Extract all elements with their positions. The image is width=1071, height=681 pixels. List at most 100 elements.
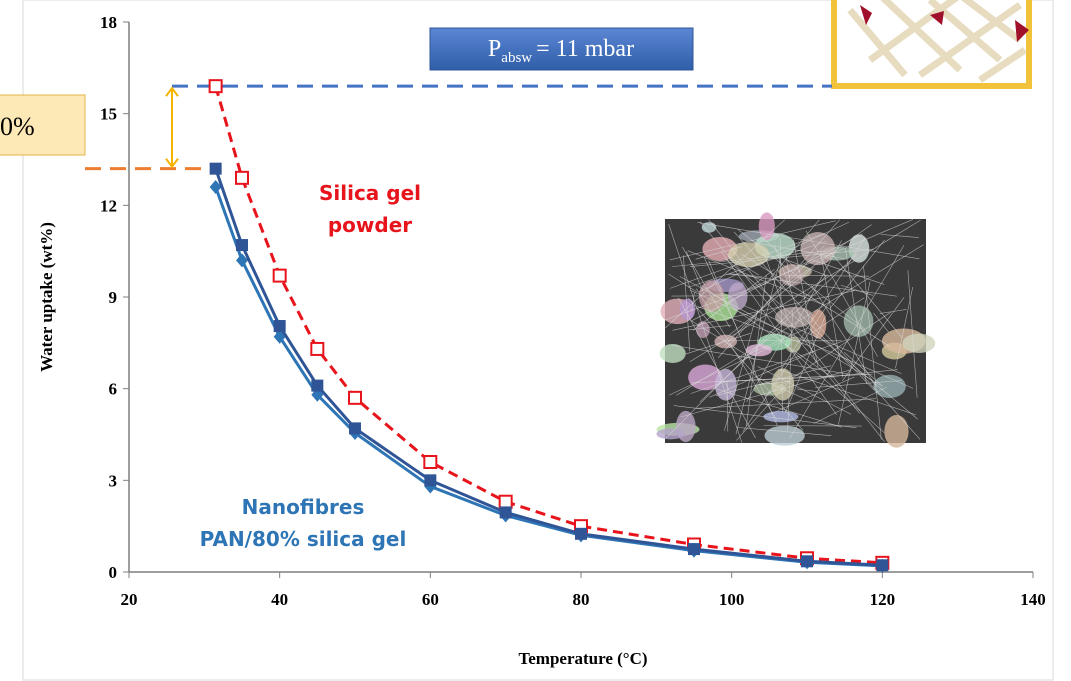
y-axis-title: Water uptake (wt%) (37, 222, 56, 372)
sem-particle (763, 411, 799, 423)
sem-fibre (673, 405, 857, 429)
sem-fibre (813, 386, 887, 424)
sem-particle (659, 343, 686, 364)
marker (348, 390, 362, 405)
sem-fibre (696, 398, 876, 409)
x-tick-label: 120 (870, 590, 896, 609)
sem-fibre (784, 315, 826, 414)
sem-fibre (696, 288, 778, 422)
sem-image (656, 212, 936, 448)
sem-fibre (768, 376, 855, 416)
sem-fibre (695, 246, 742, 260)
sem-particle (656, 428, 685, 440)
pressure-text: Pabsw = 11 mbar (488, 36, 634, 66)
sem-fibre (845, 248, 867, 385)
pressure-label: Pabsw = 11 mbar (429, 27, 694, 71)
sem-fibre (703, 256, 738, 329)
sem-fibre (685, 333, 751, 355)
marker (876, 559, 889, 572)
sem-fibre (815, 380, 902, 388)
sem-fibre (664, 219, 785, 329)
marker (236, 253, 248, 268)
sem-fibre (763, 252, 788, 318)
sem-fibre (697, 222, 920, 260)
sem-fibre (797, 311, 875, 391)
sem-fibre (741, 253, 891, 347)
sem-fibre (764, 311, 892, 397)
sem-fibre (792, 239, 819, 368)
sem-fibre (682, 246, 730, 328)
side-label-text: 0% (0, 112, 35, 141)
pressure-value: = 11 mbar (536, 36, 634, 62)
marker (209, 180, 222, 194)
sem-fibre (728, 255, 760, 276)
sem-fibre (669, 220, 836, 261)
sem-fibre (842, 297, 905, 381)
y-tick-label: 9 (109, 288, 118, 307)
y-tick-label: 15 (100, 105, 117, 124)
y-tick-label: 18 (100, 13, 117, 32)
marker (236, 239, 248, 252)
sem-fibre (699, 254, 857, 403)
sem-fibre (736, 381, 790, 441)
sem-fibre (671, 250, 827, 267)
sem-fibre (676, 244, 924, 396)
sem-particle (810, 309, 827, 339)
sem-fibre (838, 281, 871, 425)
marker (310, 341, 325, 356)
marker (801, 555, 813, 568)
x-tick-label: 100 (719, 590, 745, 609)
sem-fibre (724, 258, 918, 420)
sem-fibre (754, 376, 811, 402)
marker (235, 170, 249, 185)
sem-particle (884, 414, 909, 448)
sem-fibre (721, 251, 837, 415)
gap-arrow (165, 86, 179, 169)
sem-fibre (844, 352, 884, 387)
pressure-subscript: absw (501, 50, 532, 66)
sem-fibre (736, 427, 832, 436)
x-tick-label: 20 (121, 590, 138, 609)
marker (272, 268, 287, 283)
sem-fibre (688, 318, 756, 361)
sem-particle (745, 344, 772, 357)
sem-fibre (880, 234, 919, 238)
sem-fibre (689, 324, 732, 331)
annotation: PAN/80% silica gel (200, 527, 407, 551)
marker (575, 527, 587, 540)
sem-fibre (812, 259, 885, 285)
sem-fibre (713, 387, 842, 428)
sem-fibre (729, 273, 897, 297)
marker (424, 474, 437, 487)
sem-particle (764, 425, 805, 446)
annotation: Nanofibres (242, 495, 365, 519)
sem-fibre (698, 222, 850, 293)
inset-image (831, 0, 1032, 89)
sem-fibre (692, 269, 775, 331)
sem-fibre (683, 255, 691, 352)
sem-fibre (708, 219, 885, 443)
sem-fibre (777, 368, 916, 416)
sem-fibre (753, 242, 845, 259)
marker (423, 455, 438, 469)
sem-fibre (811, 285, 877, 388)
marker (311, 379, 324, 392)
sem-fibre (699, 221, 861, 414)
sem-fibre (726, 273, 763, 277)
sem-fibre (746, 334, 786, 403)
x-tick-label: 60 (422, 590, 439, 609)
sem-fibre (701, 285, 833, 378)
sem-fibre (687, 250, 825, 306)
x-tick-label: 80 (573, 590, 590, 609)
sem-fibre (764, 239, 801, 273)
sem-fibre (796, 388, 818, 392)
pressure-symbol: P (488, 36, 501, 62)
sem-fibre (757, 366, 852, 415)
sem-fibre (708, 260, 778, 426)
sem-fibre (735, 258, 781, 435)
sem-fibre (690, 338, 849, 394)
sem-fibre (669, 232, 826, 289)
sem-fibre (742, 301, 830, 432)
marker (349, 422, 361, 435)
